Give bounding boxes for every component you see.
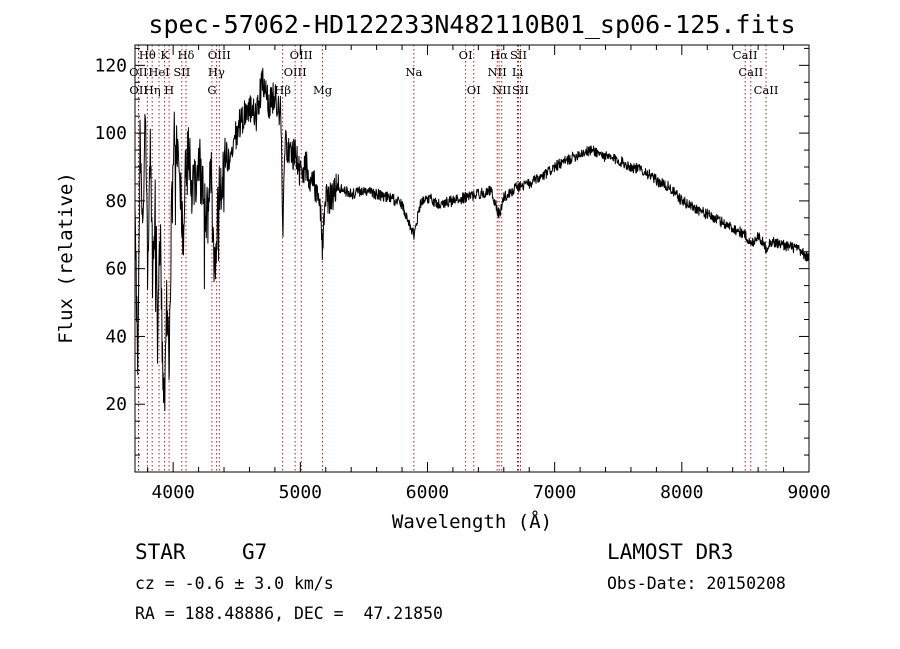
x-axis-label: Wavelength (Å)	[392, 510, 552, 533]
line-marker-label: Hα	[490, 48, 508, 62]
redshift-text: cz = -0.6 ± 3.0 km/s	[135, 574, 334, 593]
line-marker-label: CaII	[738, 65, 763, 79]
line-marker-label: Hη	[144, 83, 161, 97]
y-tick-label: 100	[94, 123, 127, 144]
x-tick-label: 8000	[660, 482, 703, 503]
line-marker-label: Hβ	[274, 83, 291, 97]
y-axis-label: Flux (relative)	[55, 172, 77, 344]
line-marker-label: NII	[488, 65, 507, 79]
line-marker-label: OIII	[290, 48, 313, 62]
line-marker-label: CaII	[754, 83, 779, 97]
x-tick-label: 5000	[279, 482, 322, 503]
line-marker-label: K	[160, 48, 169, 62]
line-marker-label: Na	[405, 65, 422, 79]
y-tick-label: 60	[105, 259, 127, 280]
line-marker-label: OI	[467, 83, 481, 97]
x-tick-label: 6000	[406, 482, 449, 503]
obs-date: Obs-Date: 20150208	[607, 574, 786, 593]
line-marker-label: G	[207, 83, 216, 97]
coordinates: RA = 188.48886, DEC = 47.21850	[135, 604, 443, 623]
line-marker-label: Li	[512, 65, 524, 79]
line-marker-label: CaII	[733, 48, 758, 62]
y-tick-label: 20	[105, 394, 127, 415]
line-marker-label: OIII	[284, 65, 307, 79]
x-tick-label: 7000	[533, 482, 576, 503]
line-marker-label: Hθ	[139, 48, 156, 62]
line-marker-label: OII	[129, 65, 148, 79]
line-marker-label: SII	[173, 65, 190, 79]
line-marker-group	[137, 45, 767, 472]
object-subclass: G7	[242, 540, 268, 564]
spectrum-line	[134, 67, 810, 412]
plot-frame	[134, 44, 810, 473]
y-tick-label: 40	[105, 326, 127, 347]
line-marker-label: Mg	[313, 83, 333, 97]
object-class: STAR	[135, 540, 186, 564]
axis-ticks: 4000 5000 6000 7000 8000 9000 20 40 60 80 100 120	[94, 45, 831, 503]
x-tick-label: 9000	[787, 482, 830, 503]
line-marker-label: HeI	[148, 65, 169, 79]
line-marker-label: Hγ	[208, 65, 225, 79]
line-marker-label: NII	[492, 83, 511, 97]
line-marker-label: SII	[512, 83, 529, 97]
line-marker-label: Hδ	[178, 48, 195, 62]
y-tick-label: 120	[94, 55, 127, 76]
survey-name: LAMOST DR3	[607, 540, 734, 564]
line-marker-label: OII	[129, 83, 148, 97]
line-marker-label: OIII	[208, 48, 231, 62]
line-marker-label: H	[164, 83, 174, 97]
line-marker-label: OI	[459, 48, 473, 62]
line-marker-label: SII	[510, 48, 527, 62]
y-tick-label: 80	[105, 191, 127, 212]
x-tick-label: 4000	[151, 482, 194, 503]
chart-title: spec-57062-HD122233N482110B01_sp06-125.f…	[148, 10, 795, 39]
